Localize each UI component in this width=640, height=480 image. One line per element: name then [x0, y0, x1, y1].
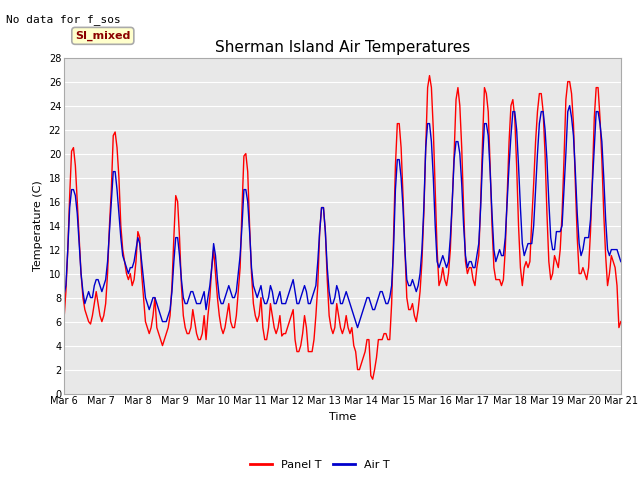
X-axis label: Time: Time [329, 412, 356, 422]
Air T [335, 289, 342, 295]
Air T [617, 259, 625, 264]
Panel T [528, 217, 536, 223]
Panel T [371, 367, 378, 372]
Air T [526, 241, 534, 247]
Panel T [617, 319, 625, 324]
Air T [566, 103, 573, 108]
Panel T [312, 313, 320, 319]
Text: SI_mixed: SI_mixed [75, 31, 131, 41]
Panel T [60, 316, 68, 322]
Air T [312, 283, 320, 288]
Line: Panel T: Panel T [64, 76, 621, 379]
Air T [354, 324, 362, 330]
Air T [60, 292, 68, 298]
Panel T [335, 313, 342, 319]
Air T [518, 241, 526, 247]
Title: Sherman Island Air Temperatures: Sherman Island Air Temperatures [215, 40, 470, 55]
Panel T [426, 73, 433, 79]
Panel T [520, 265, 528, 271]
Air T [371, 307, 378, 312]
Line: Air T: Air T [64, 106, 621, 327]
Panel T [134, 229, 141, 235]
Panel T [369, 376, 376, 382]
Air T [134, 235, 141, 240]
Y-axis label: Temperature (C): Temperature (C) [33, 180, 43, 271]
Text: No data for f_sos: No data for f_sos [6, 14, 121, 25]
Legend: Panel T, Air T: Panel T, Air T [246, 456, 394, 474]
